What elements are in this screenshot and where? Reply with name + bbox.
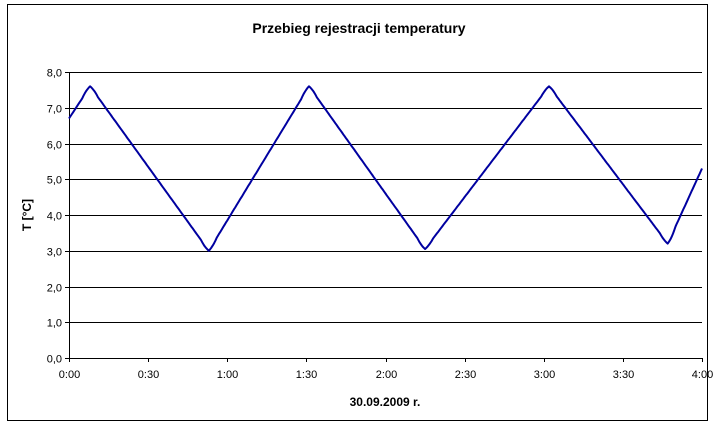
y-tick-label: 7,0 [47,104,62,116]
y-axis-title: T [°C] [20,199,34,231]
y-tick-label: 8,0 [47,68,62,80]
y-tick-label: 6,0 [47,140,62,152]
y-tick-label: 4,0 [47,211,62,223]
x-axis-title: 30.09.2009 r. [350,395,421,409]
x-tick-label: 3:00 [534,369,555,381]
x-tick-label: 4:00 [692,369,713,381]
tick-labels: 0,0 1,0 2,0 3,0 4,0 5,0 6,0 7,0 8,0 0:00 0:30 1:00 1… [47,68,714,382]
x-tick-label: 3:30 [613,369,634,381]
chart-title: Przebieg rejestracji temperatury [252,20,465,36]
chart-frame [7,4,708,421]
y-tick-label: 0,0 [47,354,62,366]
y-tick-label: 5,0 [47,175,62,187]
axes [65,72,703,362]
series-layer [68,85,703,252]
x-tick-label: 0:30 [138,369,159,381]
x-tick-label: 1:00 [217,369,238,381]
x-tick-label: 1:30 [296,369,317,381]
gridlines [69,72,702,323]
x-tick-label: 2:30 [455,369,476,381]
x-tick-label: 2:00 [376,369,397,381]
temperature-series-line [68,85,703,252]
y-tick-label: 2,0 [47,283,62,295]
y-tick-label: 3,0 [47,247,62,259]
y-tick-label: 1,0 [47,318,62,330]
x-tick-label: 0:00 [59,369,80,381]
